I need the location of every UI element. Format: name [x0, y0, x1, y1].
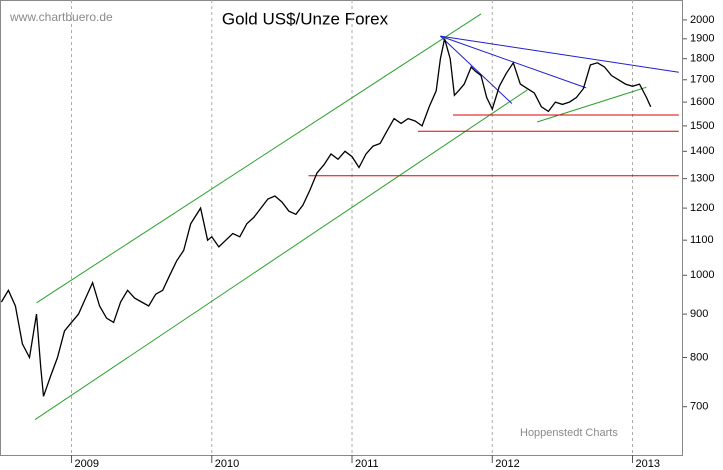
x-tick-label: 2011	[355, 458, 379, 470]
trend-line	[36, 13, 482, 304]
source: www.chartbuero.de	[9, 10, 113, 24]
trend-line	[440, 35, 513, 104]
x-tick-label: 2013	[636, 458, 660, 470]
y-tick-label: 1200	[690, 202, 714, 214]
trend-line	[440, 35, 679, 73]
trend-line	[536, 86, 647, 123]
x-tick-label: 2012	[495, 458, 519, 470]
y-tick-label: 1300	[690, 173, 714, 185]
y-tick-label: 1000	[690, 269, 714, 281]
x-tick-label: 2010	[215, 458, 239, 470]
x-tick-label: 2009	[75, 458, 99, 470]
y-tick-label: 1400	[690, 145, 714, 157]
y-tick-label: 800	[690, 351, 708, 363]
trend-line	[34, 89, 528, 421]
y-tick-label: 700	[690, 401, 708, 413]
y-tick-label: 900	[690, 308, 708, 320]
y-tick-label: 1800	[690, 53, 714, 65]
y-tick-label: 1700	[690, 74, 714, 86]
y-tick-label: 1600	[690, 96, 714, 108]
y-tick-label: 1500	[690, 120, 714, 132]
price-line	[0, 38, 652, 397]
y-tick-label: 1100	[690, 234, 714, 246]
y-tick-label: 2000	[690, 14, 714, 26]
chart-title: Gold US$/Unze Forex	[222, 9, 389, 28]
credit: Hoppenstedt Charts	[520, 427, 618, 439]
y-tick-label: 1900	[690, 33, 714, 45]
plot-frame	[0, 0, 683, 456]
